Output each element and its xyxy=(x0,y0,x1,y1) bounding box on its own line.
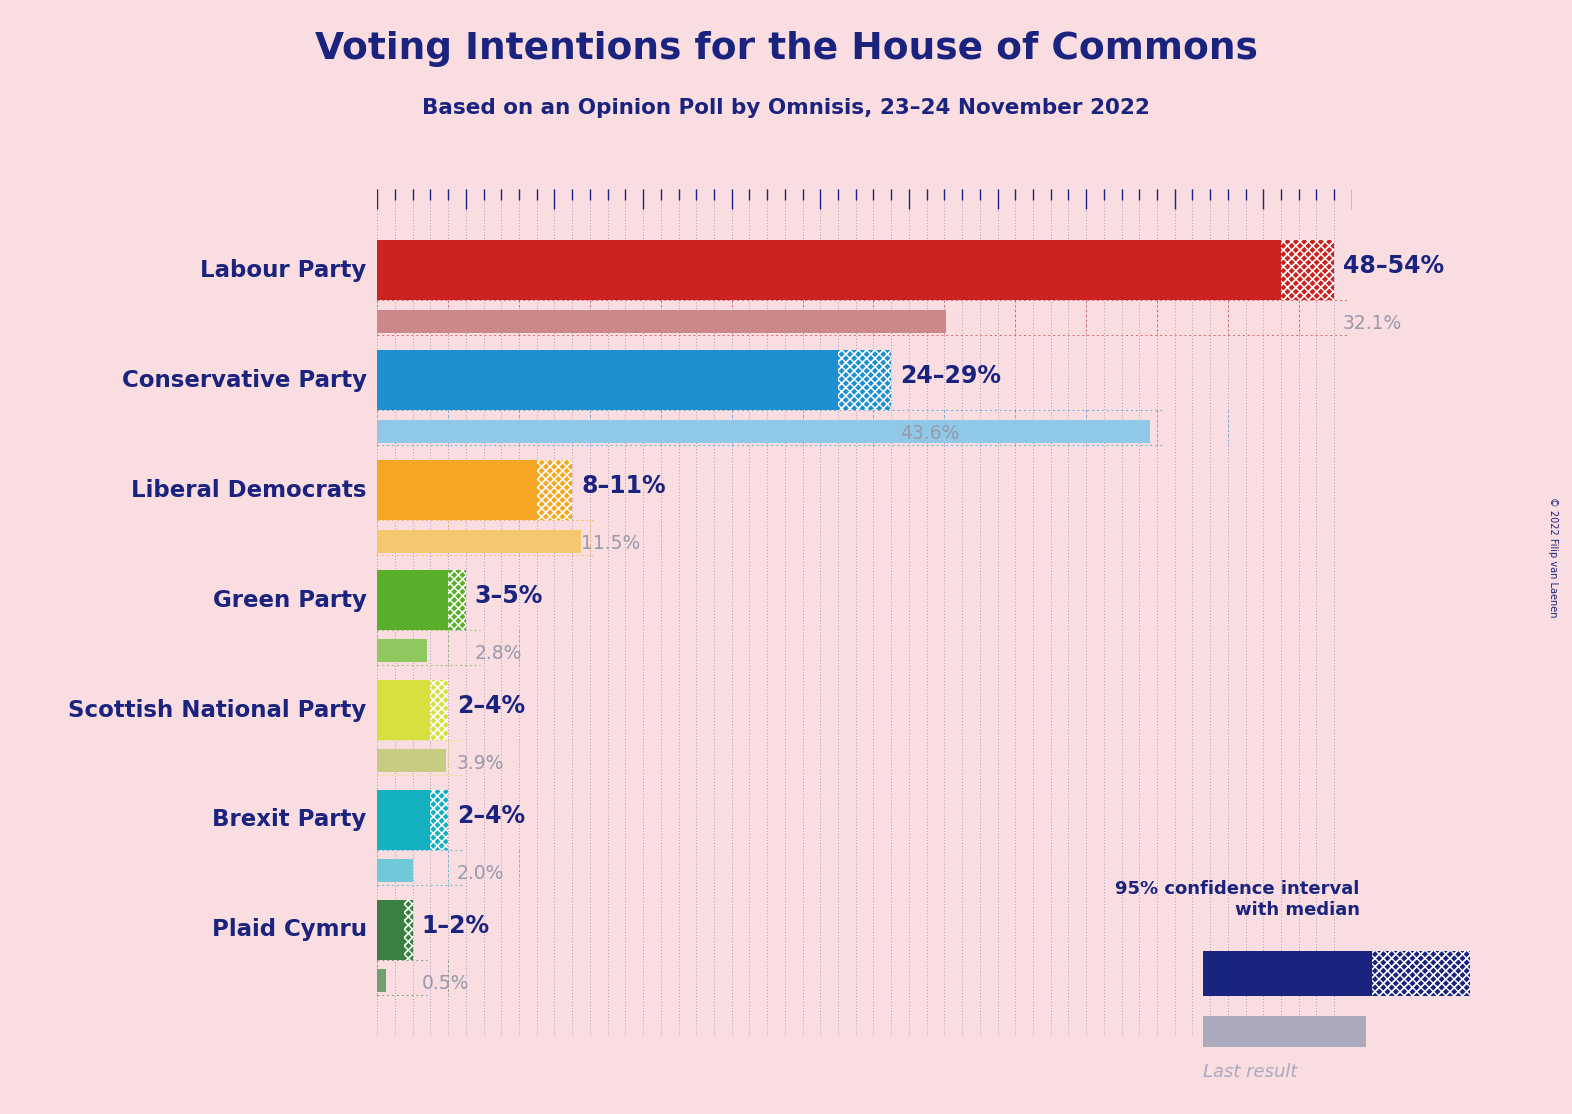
Text: 8–11%: 8–11% xyxy=(582,473,665,498)
Bar xyxy=(377,570,448,631)
Bar xyxy=(1281,240,1335,301)
Text: 3–5%: 3–5% xyxy=(475,584,542,607)
Bar xyxy=(377,969,387,993)
Text: 2–4%: 2–4% xyxy=(457,803,525,828)
Text: Conservative Party: Conservative Party xyxy=(121,369,366,392)
Text: 24–29%: 24–29% xyxy=(901,364,1001,388)
Bar xyxy=(431,680,448,740)
Bar xyxy=(377,420,1149,442)
Bar xyxy=(377,680,431,740)
Bar xyxy=(377,639,428,663)
Bar xyxy=(377,460,536,520)
Bar xyxy=(1372,951,1470,996)
Text: 2.0%: 2.0% xyxy=(457,863,505,882)
Bar xyxy=(377,529,582,553)
Text: Last result: Last result xyxy=(1203,1063,1297,1081)
Text: Voting Intentions for the House of Commons: Voting Intentions for the House of Commo… xyxy=(314,31,1258,67)
Text: Plaid Cymru: Plaid Cymru xyxy=(212,918,366,941)
Text: Green Party: Green Party xyxy=(212,588,366,612)
Bar xyxy=(536,460,572,520)
Text: 0.5%: 0.5% xyxy=(421,974,468,993)
Text: © 2022 Filip van Laenen: © 2022 Filip van Laenen xyxy=(1548,497,1558,617)
Bar xyxy=(1203,1016,1366,1047)
Text: 2–4%: 2–4% xyxy=(457,694,525,717)
Bar xyxy=(1372,951,1470,996)
Bar xyxy=(431,790,448,850)
Bar xyxy=(448,570,465,631)
Text: 43.6%: 43.6% xyxy=(901,423,959,442)
Text: 3.9%: 3.9% xyxy=(457,754,505,773)
Bar xyxy=(377,240,1281,301)
Text: 48–54%: 48–54% xyxy=(1342,254,1445,277)
Bar xyxy=(404,900,413,960)
Text: Labour Party: Labour Party xyxy=(200,258,366,282)
Bar xyxy=(377,790,431,850)
Bar xyxy=(377,859,413,882)
Bar xyxy=(377,750,446,772)
Bar xyxy=(404,900,413,960)
Text: 1–2%: 1–2% xyxy=(421,913,490,938)
Text: Brexit Party: Brexit Party xyxy=(212,809,366,831)
Bar xyxy=(377,310,946,333)
Text: Based on an Opinion Poll by Omnisis, 23–24 November 2022: Based on an Opinion Poll by Omnisis, 23–… xyxy=(421,98,1151,118)
Bar xyxy=(1281,240,1335,301)
Bar xyxy=(448,570,465,631)
Text: 11.5%: 11.5% xyxy=(582,534,640,553)
Bar xyxy=(431,790,448,850)
Bar xyxy=(536,460,572,520)
Text: 32.1%: 32.1% xyxy=(1342,314,1402,333)
Text: Scottish National Party: Scottish National Party xyxy=(69,698,366,722)
Text: 2.8%: 2.8% xyxy=(475,644,522,663)
Bar xyxy=(1203,951,1372,996)
Text: Liberal Democrats: Liberal Democrats xyxy=(130,479,366,501)
Text: 95% confidence interval
with median: 95% confidence interval with median xyxy=(1116,880,1360,919)
Bar xyxy=(377,900,404,960)
Bar xyxy=(838,350,891,410)
Bar xyxy=(431,680,448,740)
Bar xyxy=(377,350,838,410)
Bar xyxy=(838,350,891,410)
